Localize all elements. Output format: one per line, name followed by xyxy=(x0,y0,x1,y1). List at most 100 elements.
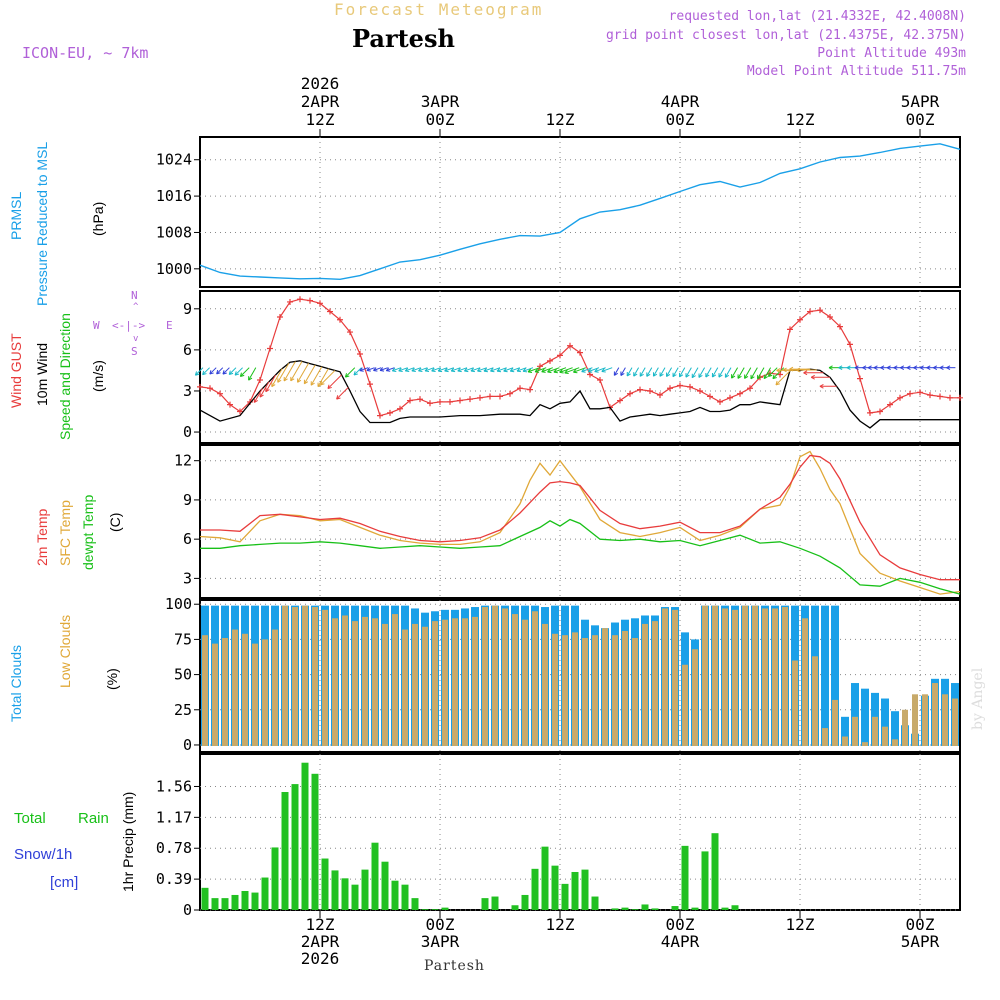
wind-arrow-head xyxy=(234,371,240,376)
wind-gust-point xyxy=(697,387,703,394)
wind-gust-point xyxy=(657,392,663,399)
y-tick-label: 1024 xyxy=(156,151,192,169)
wind-arrow-head xyxy=(404,367,410,373)
wind-arrow-head xyxy=(810,374,815,380)
low-cloud-bar xyxy=(262,639,268,746)
wind-arrow xyxy=(320,370,336,386)
wind-arrow-head xyxy=(457,367,462,373)
wind-arrow-head xyxy=(776,368,781,373)
precip-bar xyxy=(631,909,639,910)
grid-coords: grid point closest lon,lat (21.4375E, 42… xyxy=(605,28,966,43)
wind-arrow xyxy=(405,367,415,372)
y-tick-label: 3 xyxy=(183,569,192,587)
temp-dew-label: dewpt Temp xyxy=(80,494,96,570)
precip-bar xyxy=(721,907,729,910)
x-tick-label-top: 00Z xyxy=(666,110,695,129)
wind-arrow-head xyxy=(906,365,911,371)
precip-bar xyxy=(321,858,329,910)
wind-arrow-head xyxy=(222,370,227,375)
wind-arrow-head xyxy=(750,374,755,380)
low-cloud-bar xyxy=(862,742,868,746)
wind-arrow-head xyxy=(559,369,564,374)
wind-arrow-head xyxy=(601,368,606,373)
low-cloud-bar xyxy=(582,638,588,746)
x-tick-label-top: 2APR xyxy=(301,92,340,111)
wind-gust-point xyxy=(807,308,813,315)
wind-arrow-head xyxy=(564,369,569,375)
wind-arrow xyxy=(248,367,257,381)
wind-arrow-head xyxy=(796,367,801,373)
wind-arrow-head xyxy=(919,365,924,371)
wind-arrow-head xyxy=(522,367,528,373)
low-cloud-bar xyxy=(602,628,608,746)
wind-unit: (m/s) xyxy=(90,360,106,392)
wind-arrow-head xyxy=(431,367,436,373)
wind-arrow-head xyxy=(496,367,502,373)
wind-gust-point xyxy=(877,408,883,415)
wind-arrow xyxy=(757,367,765,380)
wind-arrow-head xyxy=(202,370,207,376)
wind-arrow xyxy=(601,367,613,372)
sfc-temp-line xyxy=(199,450,961,595)
x-tick-label-bottom: 2APR xyxy=(301,932,340,951)
low-cloud-bar xyxy=(502,608,508,746)
wind-gust-point xyxy=(957,394,963,401)
wind-gust-point xyxy=(677,382,683,389)
low-cloud-bar xyxy=(882,726,888,746)
precip-bar xyxy=(231,894,239,910)
wind-arrow xyxy=(477,367,487,372)
wind-arrow xyxy=(685,367,692,378)
wind-gust-point xyxy=(547,357,553,364)
wind-gust-point xyxy=(927,392,933,399)
wind-arrow xyxy=(379,367,388,371)
wind-arrow xyxy=(594,367,606,373)
wind-arrow xyxy=(240,367,250,377)
y-tick-label: 0 xyxy=(183,423,192,441)
wind-arrow xyxy=(646,367,653,377)
y-tick-label: 75 xyxy=(174,630,192,648)
low-cloud-bar xyxy=(442,619,448,746)
compass-n: N xyxy=(131,289,138,302)
wind-gust-point xyxy=(707,393,713,400)
wind-arrow-head xyxy=(652,372,658,377)
wind-arrow xyxy=(516,367,527,372)
requested-coords: requested lon,lat (21.4332E, 42.4008N) xyxy=(668,9,966,24)
wind-gust-point xyxy=(847,341,853,348)
precip-bar xyxy=(361,869,369,910)
low-cloud-bar xyxy=(702,605,708,746)
wind-arrow xyxy=(620,367,626,376)
wind-gust-point xyxy=(467,396,473,403)
precip-bar xyxy=(311,773,319,910)
wind-arrow-head xyxy=(613,371,619,376)
low-cloud-bar xyxy=(622,630,628,746)
panel-frame xyxy=(199,290,961,444)
wind-gust-point xyxy=(427,400,433,407)
precip-total-legend: Total xyxy=(14,810,46,827)
wind-arrow xyxy=(216,367,224,375)
wind-arrow-head xyxy=(516,367,522,373)
wind-gust-point xyxy=(907,390,913,397)
wind-arrow-head xyxy=(946,365,951,371)
wind-arrow xyxy=(763,367,772,379)
low-cloud-bar xyxy=(752,605,758,746)
temp-2m-line xyxy=(200,454,960,581)
wind-arrow-head xyxy=(718,373,723,378)
low-cloud-bar xyxy=(202,635,208,746)
wind-gust-point xyxy=(377,412,383,419)
wind-arrow xyxy=(691,367,699,378)
wind-gust-point xyxy=(857,375,863,382)
wind-arrow-head xyxy=(620,371,625,376)
total-cloud-bar xyxy=(881,698,889,746)
y-tick-label: 9 xyxy=(183,300,192,318)
wind-arrow-head xyxy=(587,368,593,373)
wind-arrow xyxy=(386,367,395,372)
wind-arrow xyxy=(573,367,586,373)
low-cloud-bar xyxy=(322,609,328,746)
low-cloud-bar xyxy=(342,615,348,746)
precip-bar xyxy=(541,846,549,910)
low-cloud-bar xyxy=(782,607,788,746)
wind-arrow-head xyxy=(248,376,253,381)
x-tick-label-bottom: 00Z xyxy=(426,915,455,934)
wind-arrow xyxy=(290,361,303,382)
low-cloud-bar xyxy=(932,683,938,746)
